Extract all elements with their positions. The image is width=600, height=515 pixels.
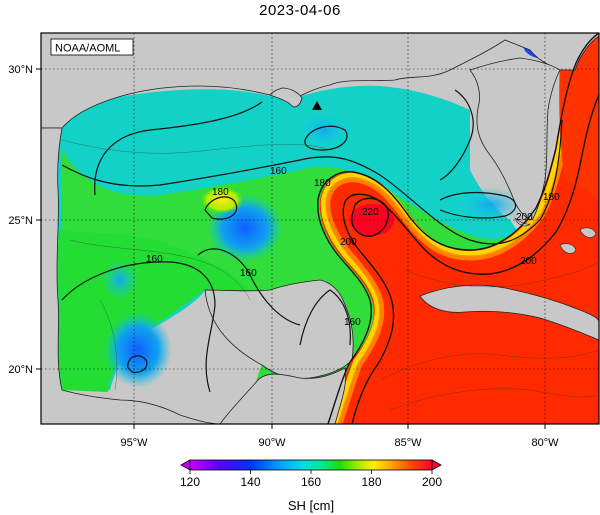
- land-central-america: [219, 367, 347, 424]
- contour-label: 160: [240, 268, 257, 279]
- lat-label: 30°N: [8, 64, 33, 76]
- lon-label: 85°W: [394, 437, 422, 449]
- colorbar-label: SH [cm]: [288, 498, 334, 513]
- graticule: [41, 33, 599, 424]
- map-frame: [40, 32, 600, 425]
- contour-label: 160: [344, 317, 361, 328]
- land-mississippi-delta: [269, 87, 303, 108]
- colorbar: 120 140 160 180 200 SH [cm]: [180, 459, 442, 513]
- colorbar-tick: 160: [301, 475, 321, 489]
- lon-label: 90°W: [258, 437, 286, 449]
- lon-label: 95°W: [120, 437, 148, 449]
- station-marker-triangle-icon: [312, 101, 322, 110]
- cyclonic-eddy-3: [299, 112, 351, 148]
- credit-text: NOAA/AOML: [55, 43, 120, 55]
- lat-label: 20°N: [8, 364, 33, 376]
- anticyclonic-eddy: [200, 186, 244, 214]
- contour-label-group: 160 180 160 160 160 180 200 220 200 180 …: [146, 166, 560, 328]
- lat-label: 25°N: [8, 215, 33, 227]
- minor-contours: [61, 139, 599, 411]
- contour-label: 200: [340, 237, 357, 248]
- land-mexico: [41, 127, 221, 424]
- longitude-labels: 95°W 90°W 85°W 80°W: [120, 437, 559, 449]
- loop-current-warm: [319, 33, 599, 424]
- contour-label: 160: [146, 254, 163, 265]
- contour-label: 160: [270, 166, 287, 177]
- colorbar-tick: 200: [422, 475, 442, 489]
- colorbar-high-arrow-icon: [431, 459, 442, 471]
- cyclonic-eddy-5: [102, 260, 138, 300]
- credit-box: [50, 38, 134, 56]
- land-us-coast: [41, 33, 599, 129]
- contour-lines: [61, 89, 563, 393]
- colorbar-gradient: [189, 459, 433, 471]
- contour-lines-warm: [317, 33, 599, 424]
- contour-label: 180: [543, 192, 560, 203]
- lon-label: 80°W: [531, 437, 559, 449]
- latitude-labels: 30°N 25°N 20°N: [8, 64, 33, 376]
- contour-label: 180: [314, 178, 331, 189]
- cyclonic-eddy-2: [104, 312, 172, 388]
- tick-marks: [36, 68, 546, 429]
- contour-label: 200: [516, 212, 533, 223]
- contour-label: 180: [212, 187, 229, 198]
- map-title: 2023-04-06: [259, 2, 341, 19]
- land-florida-keys: [514, 217, 531, 227]
- gulf-stream-warm: [559, 33, 599, 200]
- contour-label: 220: [362, 207, 379, 218]
- land-bahamas: [559, 227, 597, 254]
- colorbar-tick: 140: [240, 475, 260, 489]
- colorbar-tick: 180: [361, 475, 381, 489]
- colorbar-low-arrow-icon: [180, 459, 191, 471]
- colorbar-tick: 120: [180, 475, 200, 489]
- contour-label: 200: [520, 256, 537, 267]
